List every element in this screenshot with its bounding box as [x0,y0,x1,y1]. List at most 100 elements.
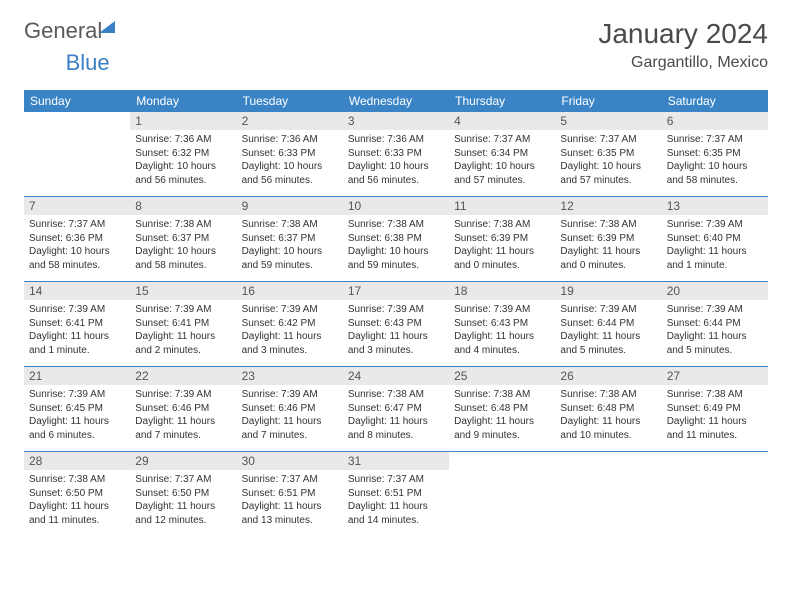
day-details: Sunrise: 7:37 AMSunset: 6:35 PMDaylight:… [662,130,768,190]
daylight2-text: and 2 minutes. [135,344,231,358]
sunset-text: Sunset: 6:45 PM [29,402,125,416]
week-row: 7Sunrise: 7:37 AMSunset: 6:36 PMDaylight… [24,196,768,281]
sunset-text: Sunset: 6:36 PM [29,232,125,246]
day-details: Sunrise: 7:39 AMSunset: 6:44 PMDaylight:… [662,300,768,360]
weekday-header: Thursday [449,90,555,112]
daylight1-text: Daylight: 10 hours [454,160,550,174]
sunset-text: Sunset: 6:33 PM [242,147,338,161]
title-block: January 2024 Gargantillo, Mexico [598,18,768,72]
sunset-text: Sunset: 6:40 PM [667,232,763,246]
sunrise-text: Sunrise: 7:38 AM [560,388,656,402]
day-details: Sunrise: 7:39 AMSunset: 6:42 PMDaylight:… [237,300,343,360]
date-number: 24 [343,367,449,385]
daylight2-text: and 59 minutes. [242,259,338,273]
sunset-text: Sunset: 6:43 PM [348,317,444,331]
day-details: Sunrise: 7:37 AMSunset: 6:51 PMDaylight:… [237,470,343,530]
daylight1-text: Daylight: 11 hours [135,500,231,514]
day-details: Sunrise: 7:36 AMSunset: 6:32 PMDaylight:… [130,130,236,190]
day-cell: 11Sunrise: 7:38 AMSunset: 6:39 PMDayligh… [449,197,555,281]
date-number: 12 [555,197,661,215]
weekday-header: Tuesday [237,90,343,112]
daylight2-text: and 57 minutes. [454,174,550,188]
sunrise-text: Sunrise: 7:39 AM [348,303,444,317]
daylight1-text: Daylight: 11 hours [29,415,125,429]
day-cell: 21Sunrise: 7:39 AMSunset: 6:45 PMDayligh… [24,367,130,451]
sunset-text: Sunset: 6:47 PM [348,402,444,416]
day-details: Sunrise: 7:37 AMSunset: 6:36 PMDaylight:… [24,215,130,275]
sunset-text: Sunset: 6:46 PM [135,402,231,416]
date-number: 6 [662,112,768,130]
sunrise-text: Sunrise: 7:39 AM [29,303,125,317]
day-cell: 31Sunrise: 7:37 AMSunset: 6:51 PMDayligh… [343,452,449,536]
sunset-text: Sunset: 6:35 PM [667,147,763,161]
day-cell: 10Sunrise: 7:38 AMSunset: 6:38 PMDayligh… [343,197,449,281]
day-cell: 25Sunrise: 7:38 AMSunset: 6:48 PMDayligh… [449,367,555,451]
calendar-page: General January 2024 Gargantillo, Mexico… [0,0,792,554]
date-number: 20 [662,282,768,300]
day-cell: 2Sunrise: 7:36 AMSunset: 6:33 PMDaylight… [237,112,343,196]
daylight1-text: Daylight: 11 hours [348,415,444,429]
daylight1-text: Daylight: 11 hours [242,330,338,344]
date-number: 7 [24,197,130,215]
daylight1-text: Daylight: 10 hours [29,245,125,259]
date-number: 26 [555,367,661,385]
daylight2-text: and 6 minutes. [29,429,125,443]
sunset-text: Sunset: 6:35 PM [560,147,656,161]
daylight2-text: and 11 minutes. [29,514,125,528]
day-details: Sunrise: 7:39 AMSunset: 6:44 PMDaylight:… [555,300,661,360]
date-number: 25 [449,367,555,385]
daylight1-text: Daylight: 11 hours [667,245,763,259]
day-details: Sunrise: 7:39 AMSunset: 6:43 PMDaylight:… [449,300,555,360]
sunset-text: Sunset: 6:38 PM [348,232,444,246]
day-details: Sunrise: 7:38 AMSunset: 6:38 PMDaylight:… [343,215,449,275]
daylight2-text: and 7 minutes. [135,429,231,443]
day-cell: 16Sunrise: 7:39 AMSunset: 6:42 PMDayligh… [237,282,343,366]
day-cell: 4Sunrise: 7:37 AMSunset: 6:34 PMDaylight… [449,112,555,196]
date-number: 8 [130,197,236,215]
sunset-text: Sunset: 6:48 PM [560,402,656,416]
day-cell: 18Sunrise: 7:39 AMSunset: 6:43 PMDayligh… [449,282,555,366]
weekday-header: Friday [555,90,661,112]
date-number: 18 [449,282,555,300]
day-cell: 23Sunrise: 7:39 AMSunset: 6:46 PMDayligh… [237,367,343,451]
sunset-text: Sunset: 6:41 PM [135,317,231,331]
sunset-text: Sunset: 6:42 PM [242,317,338,331]
sunrise-text: Sunrise: 7:38 AM [560,218,656,232]
day-cell: 19Sunrise: 7:39 AMSunset: 6:44 PMDayligh… [555,282,661,366]
sunrise-text: Sunrise: 7:39 AM [135,388,231,402]
daylight2-text: and 7 minutes. [242,429,338,443]
day-cell: 14Sunrise: 7:39 AMSunset: 6:41 PMDayligh… [24,282,130,366]
daylight2-text: and 14 minutes. [348,514,444,528]
day-cell: 9Sunrise: 7:38 AMSunset: 6:37 PMDaylight… [237,197,343,281]
day-cell: 30Sunrise: 7:37 AMSunset: 6:51 PMDayligh… [237,452,343,536]
daylight2-text: and 58 minutes. [667,174,763,188]
day-cell: 5Sunrise: 7:37 AMSunset: 6:35 PMDaylight… [555,112,661,196]
day-details: Sunrise: 7:38 AMSunset: 6:50 PMDaylight:… [24,470,130,530]
day-details: Sunrise: 7:38 AMSunset: 6:37 PMDaylight:… [130,215,236,275]
sunset-text: Sunset: 6:44 PM [667,317,763,331]
date-number: 31 [343,452,449,470]
day-details: Sunrise: 7:38 AMSunset: 6:48 PMDaylight:… [555,385,661,445]
date-number: 28 [24,452,130,470]
daylight1-text: Daylight: 11 hours [454,245,550,259]
day-details: Sunrise: 7:37 AMSunset: 6:50 PMDaylight:… [130,470,236,530]
daylight2-text: and 9 minutes. [454,429,550,443]
daylight2-text: and 4 minutes. [454,344,550,358]
daylight1-text: Daylight: 11 hours [29,500,125,514]
daylight2-text: and 1 minute. [29,344,125,358]
sunrise-text: Sunrise: 7:36 AM [242,133,338,147]
day-details: Sunrise: 7:38 AMSunset: 6:37 PMDaylight:… [237,215,343,275]
daylight1-text: Daylight: 11 hours [135,330,231,344]
daylight1-text: Daylight: 11 hours [560,415,656,429]
day-details: Sunrise: 7:39 AMSunset: 6:43 PMDaylight:… [343,300,449,360]
day-details: Sunrise: 7:37 AMSunset: 6:34 PMDaylight:… [449,130,555,190]
day-cell: 20Sunrise: 7:39 AMSunset: 6:44 PMDayligh… [662,282,768,366]
daylight1-text: Daylight: 11 hours [348,330,444,344]
sunrise-text: Sunrise: 7:39 AM [242,303,338,317]
sunrise-text: Sunrise: 7:36 AM [135,133,231,147]
calendar-grid: Sunday Monday Tuesday Wednesday Thursday… [24,90,768,536]
date-number: 22 [130,367,236,385]
sunset-text: Sunset: 6:39 PM [560,232,656,246]
week-row: 21Sunrise: 7:39 AMSunset: 6:45 PMDayligh… [24,366,768,451]
date-number: 27 [662,367,768,385]
